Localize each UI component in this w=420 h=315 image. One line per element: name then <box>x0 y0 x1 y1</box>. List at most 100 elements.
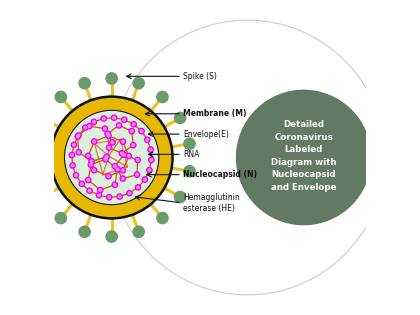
Circle shape <box>144 178 146 181</box>
Circle shape <box>121 152 127 158</box>
Circle shape <box>71 164 74 167</box>
Circle shape <box>83 125 88 130</box>
Circle shape <box>71 154 73 156</box>
Circle shape <box>81 183 83 185</box>
Circle shape <box>57 186 61 190</box>
Circle shape <box>57 125 61 129</box>
Circle shape <box>131 142 136 148</box>
Text: Hemagglutinin
esterase (HE): Hemagglutinin esterase (HE) <box>184 193 240 213</box>
Circle shape <box>137 186 139 189</box>
Circle shape <box>122 117 127 123</box>
Circle shape <box>116 168 119 170</box>
Text: Nucleocapsid (N): Nucleocapsid (N) <box>184 170 257 179</box>
Circle shape <box>131 98 134 102</box>
Circle shape <box>120 139 126 144</box>
Circle shape <box>134 172 139 177</box>
Circle shape <box>86 177 91 183</box>
Circle shape <box>92 168 97 173</box>
Circle shape <box>149 157 154 163</box>
Circle shape <box>131 213 134 217</box>
Circle shape <box>112 182 118 187</box>
Circle shape <box>105 156 108 158</box>
Circle shape <box>122 140 124 143</box>
Circle shape <box>104 127 106 130</box>
Circle shape <box>144 137 150 142</box>
Circle shape <box>114 183 116 186</box>
Circle shape <box>157 212 168 224</box>
Circle shape <box>75 134 80 139</box>
Circle shape <box>74 173 79 178</box>
Circle shape <box>105 131 110 136</box>
Circle shape <box>131 130 133 132</box>
Circle shape <box>104 154 109 159</box>
Circle shape <box>150 159 152 161</box>
Circle shape <box>37 192 49 203</box>
Text: Spike (S): Spike (S) <box>184 72 217 81</box>
Circle shape <box>174 112 186 123</box>
Circle shape <box>101 116 106 121</box>
Circle shape <box>102 117 105 120</box>
Circle shape <box>88 189 91 192</box>
Circle shape <box>146 139 149 141</box>
Circle shape <box>106 133 111 138</box>
Circle shape <box>90 163 92 166</box>
Circle shape <box>76 150 81 155</box>
Circle shape <box>50 166 54 170</box>
Circle shape <box>89 159 94 164</box>
Circle shape <box>99 189 102 191</box>
Text: Envelope(E): Envelope(E) <box>184 129 229 139</box>
Circle shape <box>120 168 126 173</box>
Circle shape <box>116 123 122 128</box>
Circle shape <box>92 139 97 144</box>
Circle shape <box>123 118 126 121</box>
Circle shape <box>184 166 195 177</box>
Circle shape <box>76 133 81 138</box>
Circle shape <box>120 176 126 181</box>
Text: Detailed
Coronavirus
Labeled
Diagram with
Nucleocapsid
and Envelope: Detailed Coronavirus Labeled Diagram wit… <box>271 120 336 192</box>
Circle shape <box>142 177 147 182</box>
Circle shape <box>70 163 75 168</box>
Circle shape <box>103 157 108 162</box>
Circle shape <box>87 123 92 129</box>
Circle shape <box>107 195 112 200</box>
Circle shape <box>98 194 100 197</box>
Circle shape <box>110 140 115 145</box>
Circle shape <box>132 123 135 126</box>
Circle shape <box>163 186 166 190</box>
Circle shape <box>104 158 107 161</box>
Circle shape <box>89 213 93 217</box>
Circle shape <box>126 153 131 159</box>
Circle shape <box>71 109 74 113</box>
Circle shape <box>119 151 124 156</box>
Circle shape <box>73 144 75 146</box>
Circle shape <box>106 132 109 135</box>
Circle shape <box>139 129 144 134</box>
Circle shape <box>96 192 102 198</box>
Circle shape <box>55 212 66 224</box>
Circle shape <box>79 181 84 186</box>
Circle shape <box>174 192 186 203</box>
Circle shape <box>89 98 93 102</box>
Circle shape <box>91 119 97 124</box>
Circle shape <box>111 141 114 144</box>
Circle shape <box>117 194 122 199</box>
Circle shape <box>148 169 151 171</box>
Circle shape <box>75 174 77 176</box>
Circle shape <box>128 155 130 157</box>
Circle shape <box>135 185 141 190</box>
Circle shape <box>147 168 152 173</box>
Circle shape <box>121 169 124 172</box>
Text: RNA: RNA <box>184 150 200 159</box>
Circle shape <box>113 117 116 119</box>
Circle shape <box>170 166 173 170</box>
Circle shape <box>149 202 152 206</box>
Circle shape <box>28 138 39 149</box>
Circle shape <box>150 148 152 151</box>
Circle shape <box>102 126 108 131</box>
Circle shape <box>93 140 95 143</box>
Circle shape <box>111 115 117 120</box>
Circle shape <box>106 145 112 150</box>
Circle shape <box>37 112 49 123</box>
Circle shape <box>135 158 140 163</box>
Circle shape <box>170 145 173 149</box>
